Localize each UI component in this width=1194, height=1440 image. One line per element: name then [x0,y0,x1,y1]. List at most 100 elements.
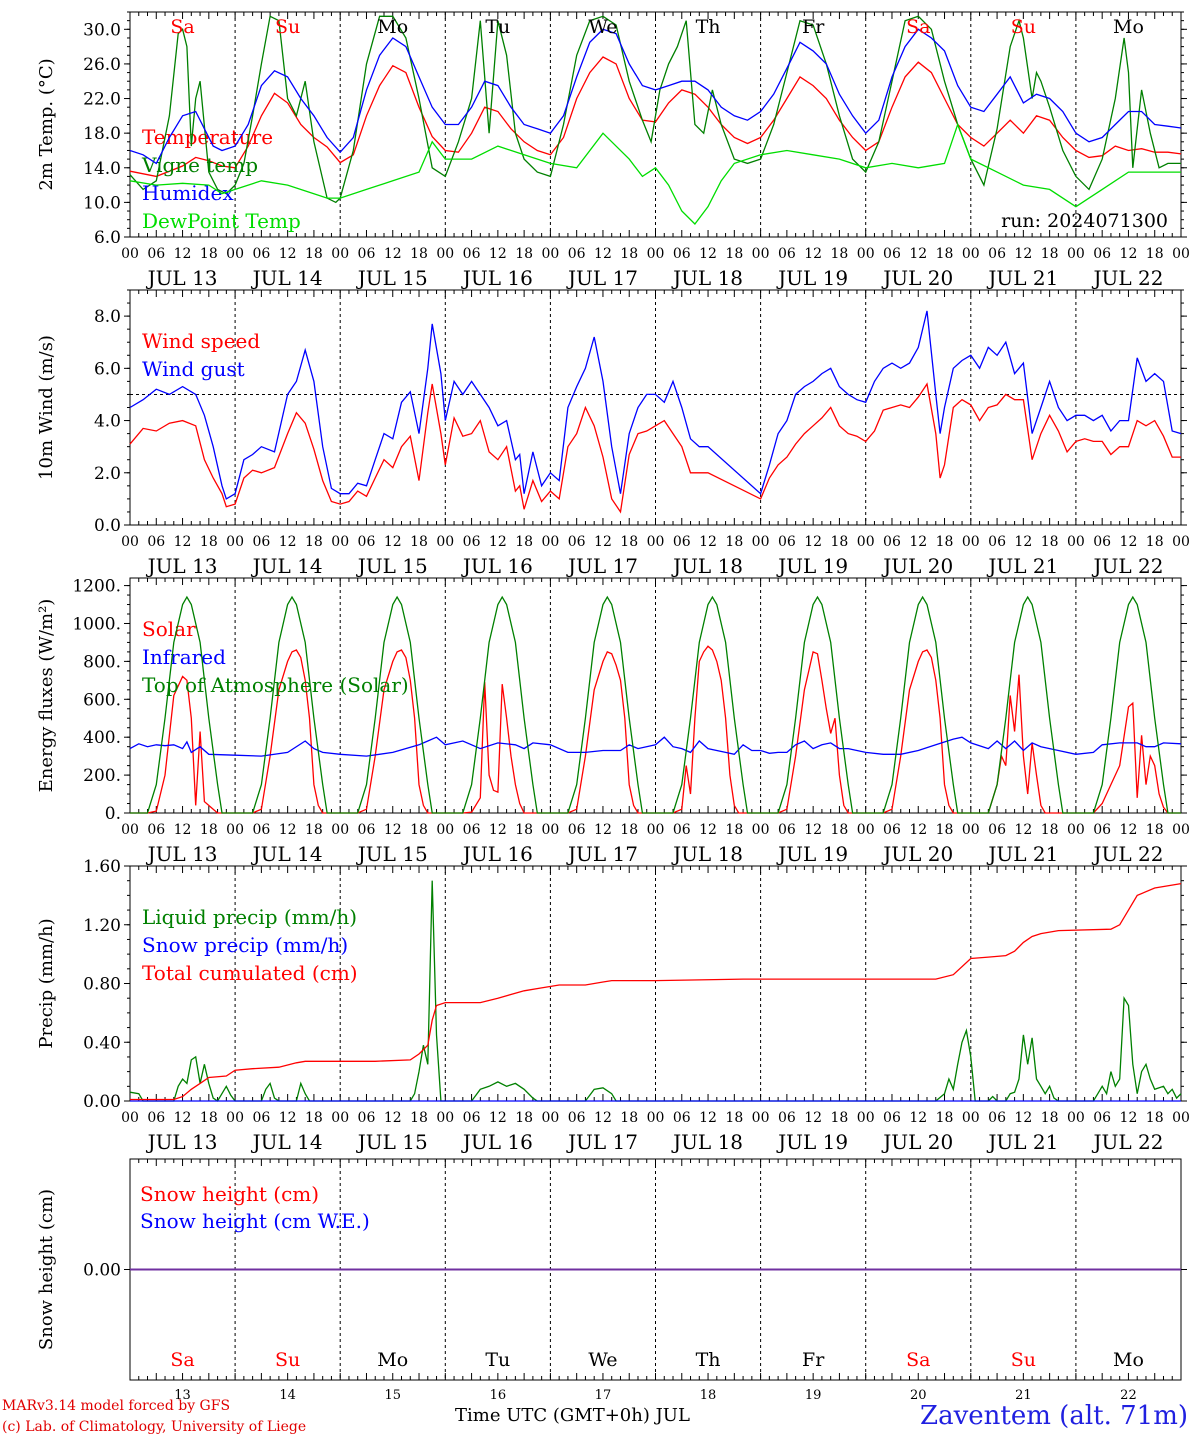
panel3-x-hour-label: 00 [121,822,139,838]
panel2-x-hour-label: 18 [410,534,428,550]
panel2-x-hour-label: 12 [489,534,507,550]
panel1-x-hour-label: 12 [384,246,402,262]
panel1-x-date-label: JUL 17 [566,266,638,290]
panel1-x-hour-label: 18 [1041,246,1059,262]
panel5-day-number: 17 [595,1388,612,1403]
panel1-x-date-label: JUL 19 [776,266,848,290]
panel3-x-hour-label: 06 [1093,822,1111,838]
panel1-y-tick-label: 22.0 [83,90,121,110]
panel2-x-hour-label: 18 [725,534,743,550]
panel1-x-hour-label: 00 [857,246,875,262]
panel4-x-hour-label: 06 [147,1110,165,1126]
panel1-x-hour-label: 06 [673,246,691,262]
panel4-x-hour-label: 12 [594,1110,612,1126]
panel4-x-hour-label: 18 [1146,1110,1164,1126]
panel3-y-tick-label: 1200. [72,577,121,597]
panel2-x-hour-label: 06 [778,534,796,550]
panel3-x-hour-label: 18 [305,822,323,838]
panel2-legend-item: Wind speed [142,329,260,353]
panel4-x-hour-label: 18 [936,1110,954,1126]
panel2-x-hour-label: 18 [1146,534,1164,550]
panel2-x-hour-label: 12 [174,534,192,550]
panel1-x-date-label: JUL 15 [356,266,428,290]
panel2-x-hour-label: 00 [647,534,665,550]
panel4-y-tick-label: 0.80 [83,975,121,995]
panel2-legend-item: Wind gust [142,357,245,381]
panel1-x-date-label: JUL 21 [986,266,1058,290]
panel4-x-hour-label: 00 [121,1110,139,1126]
station-label: Zaventem (alt. 71m) [920,1401,1188,1431]
panel4-x-hour-label: 00 [962,1110,980,1126]
panel2-series-wind-speed [129,382,1181,514]
panel4-x-hour-label: 18 [410,1110,428,1126]
panel4-x-hour-label: 00 [331,1110,349,1126]
panel1-x-hour-label: 12 [489,246,507,262]
panel3-x-date-label: JUL 17 [566,842,638,866]
panel4-x-hour-label: 00 [1067,1110,1085,1126]
panel3-y-tick-label: 0. [105,804,121,824]
panel3-x-hour-label: 12 [279,822,297,838]
panel4-x-hour-label: 06 [358,1110,376,1126]
panel1-x-hour-label: 12 [279,246,297,262]
panel2-x-hour-label: 06 [358,534,376,550]
panel2-x-hour-label: 06 [568,534,586,550]
panel5-day-number: 22 [1120,1388,1137,1403]
panel5-day-name: Su [1011,1349,1036,1371]
panel3-x-date-label: JUL 14 [251,842,323,866]
panel2-y-axis-label: 10m Wind (m/s) [36,335,57,480]
panel2-y-tick-label: 8.0 [94,307,121,327]
panel1-x-hour-label: 18 [620,246,638,262]
panel3-x-hour-label: 06 [252,822,270,838]
panel2-x-hour-label: 12 [909,534,927,550]
panel2-x-date-label: JUL 22 [1091,554,1163,578]
panel5-day-number: 21 [1015,1388,1032,1403]
panel4-x-hour-label: 18 [515,1110,533,1126]
panel2-x-date-label: JUL 16 [461,554,533,578]
panel5-day-name: Th [696,1349,721,1371]
panel4-x-hour-label: 18 [305,1110,323,1126]
panel4-series-liquid-precip-mm-h- [129,880,1182,1102]
panel2-x-hour-label: 00 [436,534,454,550]
panel2-x-hour-label: 18 [515,534,533,550]
panel4-x-date-label: JUL 17 [566,1130,638,1154]
panel3-x-hour-label: 12 [804,822,822,838]
lab-credit: (c) Lab. of Climatology, University of L… [2,1419,307,1435]
panel4-y-tick-label: 0.00 [83,1092,121,1112]
panel4-x-hour-label: 18 [1041,1110,1059,1126]
panel4-legend-item: Total cumulated (cm) [142,961,358,985]
panel4-x-hour-label: 00 [857,1110,875,1126]
panel3-x-date-label: JUL 20 [881,842,953,866]
panel2-x-hour-label: 12 [594,534,612,550]
panel4-x-hour-label: 18 [620,1110,638,1126]
panel3-y-tick-label: 1000. [72,614,121,634]
panel3-x-date-label: JUL 19 [776,842,848,866]
panel1-series-dewpoint-temp [129,122,1181,225]
panel4-x-date-label: JUL 20 [881,1130,953,1154]
panel1-x-date-label: JUL 16 [461,266,533,290]
panel4-x-hour-label: 18 [725,1110,743,1126]
panel3-x-hour-label: 00 [962,822,980,838]
panel4-x-hour-label: 00 [1172,1110,1190,1126]
panel1-x-hour-label: 06 [883,246,901,262]
panel2-x-hour-label: 12 [699,534,717,550]
panel1-day-name: Sa [170,16,194,38]
panel5-legend-item: Snow height (cm W.E.) [140,1209,370,1233]
panel5-day-number: 18 [700,1388,717,1403]
panel1-legend-item: DewPoint Temp [142,209,301,233]
panel3-x-hour-label: 06 [147,822,165,838]
panel5-day-number: 15 [384,1388,401,1403]
panel3-x-hour-label: 12 [1014,822,1032,838]
panel2-x-hour-label: 06 [883,534,901,550]
panel1-y-tick-label: 18.0 [83,124,121,144]
panel1-x-hour-label: 18 [1146,246,1164,262]
panel1-day-name: Th [696,16,721,38]
panel2-x-date-label: JUL 13 [146,554,218,578]
panel3-x-hour-label: 00 [752,822,770,838]
panel2-x-hour-label: 00 [752,534,770,550]
panel1-x-hour-label: 12 [174,246,192,262]
model-credit: MARv3.14 model forced by GFS [2,1398,231,1414]
panel2-x-date-label: JUL 19 [776,554,848,578]
panel5-day-name: We [588,1349,617,1371]
panel5-day-name: Su [275,1349,300,1371]
panel4-x-hour-label: 12 [909,1110,927,1126]
